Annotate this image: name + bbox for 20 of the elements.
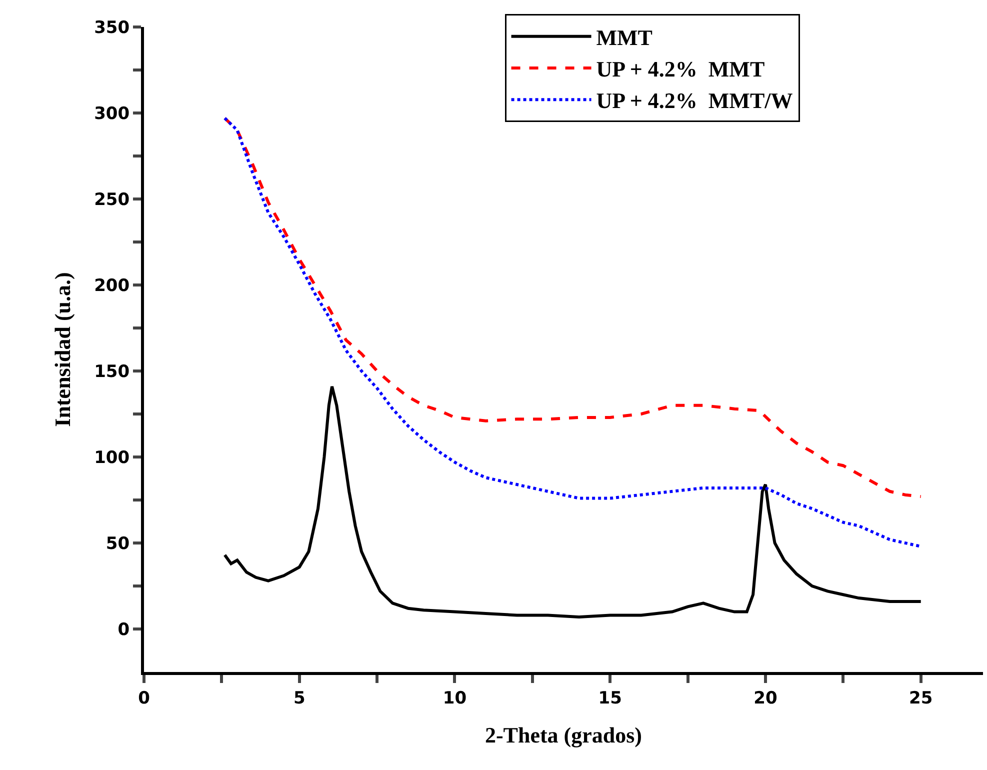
y-tick-label: 100 <box>94 448 130 468</box>
y-axis-title: Intensidad (u.a.) <box>50 272 75 427</box>
line-series <box>223 384 922 618</box>
x-axis-title: 2-Theta (grados) <box>484 722 642 748</box>
y-tick-label: 350 <box>94 18 130 38</box>
x-tick-label: 20 <box>754 688 778 708</box>
y-tick-label: 0 <box>118 620 130 640</box>
y-tick-label: 150 <box>94 362 130 382</box>
legend-label: MMT <box>596 24 653 50</box>
y-tick-label: 50 <box>106 534 130 554</box>
x-tick-label: 10 <box>442 688 467 708</box>
y-tick-label: 300 <box>94 104 130 124</box>
x-tick-label: 15 <box>598 688 622 708</box>
x-tick-label: 0 <box>138 688 150 708</box>
y-tick-label: 250 <box>94 190 130 210</box>
y-tick-label: 200 <box>94 276 130 296</box>
legend-label: UP + 4.2% MMT/W <box>596 88 793 114</box>
legend-label: UP + 4.2% MMT <box>596 56 765 82</box>
x-tick-label: 5 <box>293 688 306 708</box>
x-tick-label: 25 <box>909 688 933 708</box>
